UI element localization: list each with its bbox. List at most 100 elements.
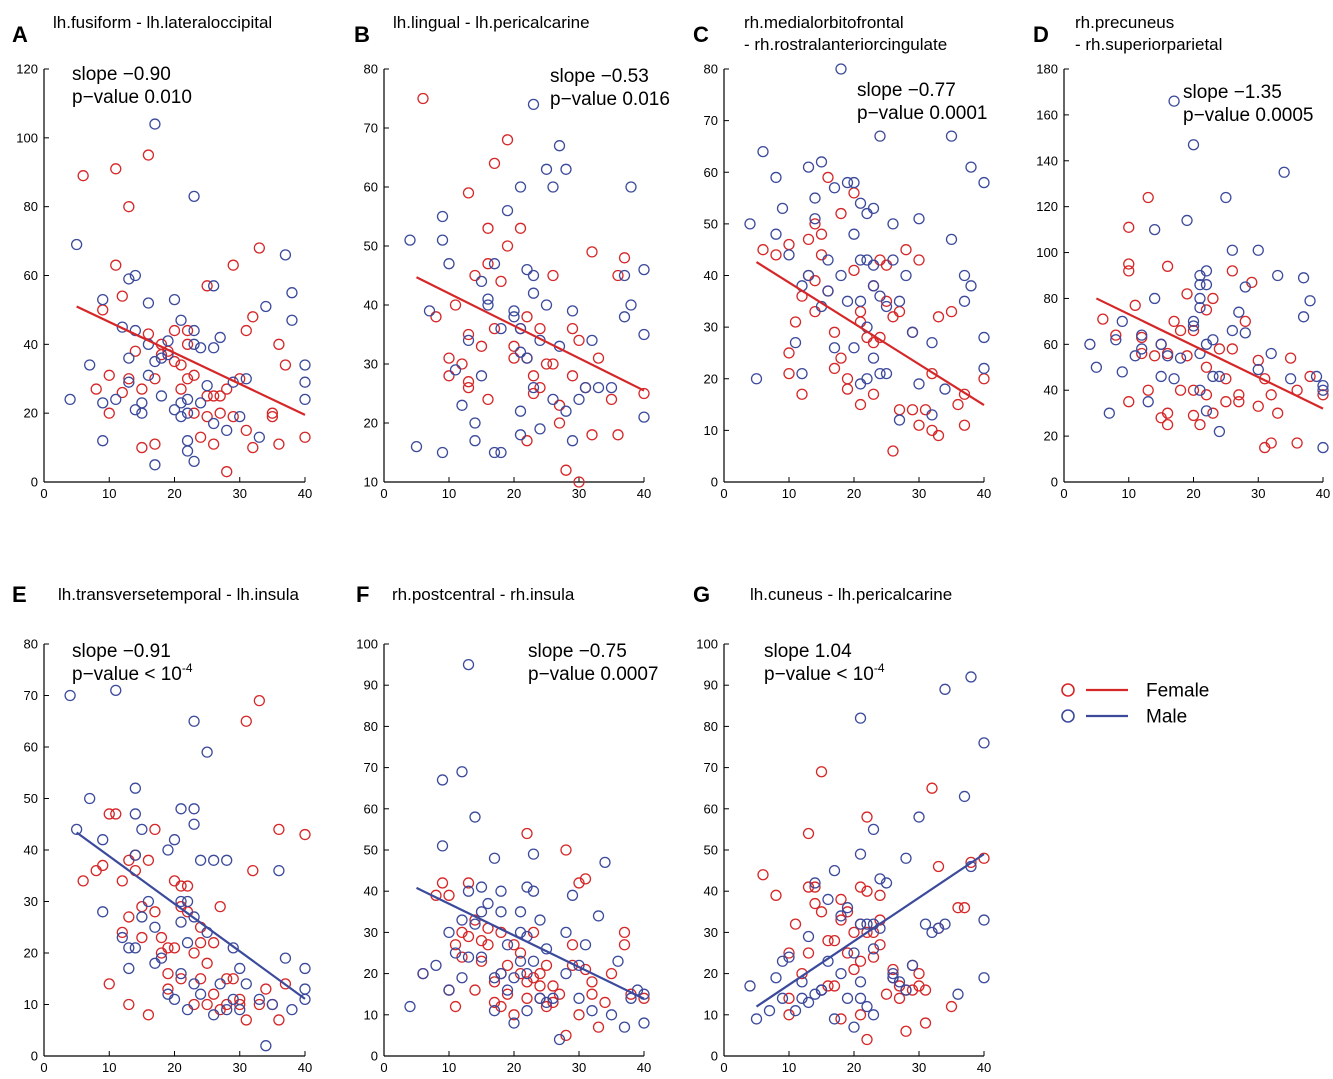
panel-a-title-line: lh.fusiform - lh.lateraloccipital — [53, 13, 272, 32]
x-tick-label: 30 — [1251, 486, 1265, 501]
point-male — [848, 342, 860, 354]
point-male — [181, 435, 194, 447]
point-female — [1220, 396, 1232, 408]
y-tick-label: 10 — [704, 1007, 718, 1022]
point-male — [965, 280, 977, 292]
point-female — [149, 438, 161, 450]
point-female — [638, 387, 650, 400]
panel-e-fit-line — [75, 831, 306, 1000]
point-male — [1265, 347, 1277, 360]
x-tick-label: 0 — [1060, 486, 1067, 501]
point-female — [155, 349, 168, 361]
point-male — [527, 269, 540, 282]
point-male — [763, 1005, 776, 1017]
point-male — [547, 992, 559, 1004]
point-female — [783, 367, 795, 380]
point-female — [809, 275, 821, 287]
point-female — [129, 345, 142, 357]
point-female — [861, 885, 873, 897]
point-female — [97, 304, 109, 316]
point-female — [449, 1000, 462, 1013]
point-male — [155, 952, 168, 964]
point-female — [194, 431, 207, 443]
point-female — [273, 823, 285, 836]
point-female — [462, 328, 475, 341]
y-tick-label: 30 — [364, 925, 378, 940]
point-male — [110, 393, 122, 406]
point-male — [436, 234, 449, 246]
y-tick-label: 20 — [364, 416, 378, 431]
point-female — [783, 947, 795, 959]
point-male — [835, 269, 847, 282]
point-female — [540, 358, 553, 370]
point-female — [1142, 384, 1154, 396]
point-male — [456, 972, 468, 984]
point-female — [887, 311, 899, 323]
point-male — [188, 715, 200, 727]
point-female — [430, 311, 442, 323]
point-female — [1233, 396, 1245, 408]
point-male — [750, 373, 763, 385]
point-male — [978, 331, 990, 344]
y-tick-label: 60 — [704, 165, 718, 180]
point-female — [181, 324, 194, 337]
point-male — [97, 906, 109, 918]
x-tick-label: 20 — [847, 486, 861, 501]
y-tick-label: 10 — [704, 423, 718, 438]
point-female — [835, 352, 847, 364]
point-male — [207, 342, 220, 354]
point-male — [142, 895, 155, 908]
point-male — [861, 373, 873, 385]
point-female — [273, 438, 285, 450]
point-male — [939, 918, 951, 930]
y-tick-label: 50 — [24, 791, 38, 806]
point-female — [926, 424, 938, 437]
point-male — [260, 300, 272, 313]
point-male — [508, 311, 520, 323]
point-female — [926, 367, 938, 380]
point-male — [744, 980, 756, 992]
point-male — [828, 864, 841, 877]
point-female — [1149, 350, 1161, 362]
point-female — [253, 242, 265, 254]
point-female — [828, 934, 841, 947]
point-female — [1284, 352, 1297, 364]
point-female — [1110, 329, 1122, 341]
point-female — [175, 383, 187, 395]
point-female — [168, 942, 181, 954]
point-male — [822, 285, 834, 297]
point-male — [913, 213, 925, 225]
x-tick-label: 10 — [442, 486, 456, 501]
point-male — [566, 435, 579, 447]
point-male — [436, 210, 449, 223]
y-tick-label: 30 — [704, 925, 718, 940]
point-female — [482, 939, 494, 951]
point-male — [638, 411, 650, 423]
point-female — [828, 326, 841, 338]
point-female — [534, 322, 546, 335]
panel-g-slope: slope 1.04 — [764, 641, 852, 662]
point-male — [1200, 265, 1213, 277]
point-male — [469, 417, 481, 429]
point-female — [501, 988, 514, 1000]
x-tick-label: 10 — [782, 486, 796, 501]
point-male — [1226, 324, 1238, 337]
point-female — [188, 947, 200, 959]
point-female — [253, 695, 265, 707]
point-female — [201, 957, 213, 969]
panel-b-letter: B — [354, 22, 370, 47]
y-tick-label: 30 — [24, 894, 38, 909]
y-tick-label: 60 — [1044, 337, 1058, 352]
point-male — [1284, 373, 1297, 385]
point-female — [809, 305, 821, 318]
point-female — [783, 992, 795, 1004]
point-female — [547, 269, 559, 282]
point-female — [1233, 389, 1245, 401]
y-tick-label: 70 — [364, 760, 378, 775]
point-female — [592, 352, 605, 364]
point-male — [854, 197, 867, 209]
point-female — [482, 222, 494, 234]
point-female — [77, 875, 89, 887]
point-female — [880, 259, 893, 271]
y-tick-label: 40 — [24, 843, 38, 858]
